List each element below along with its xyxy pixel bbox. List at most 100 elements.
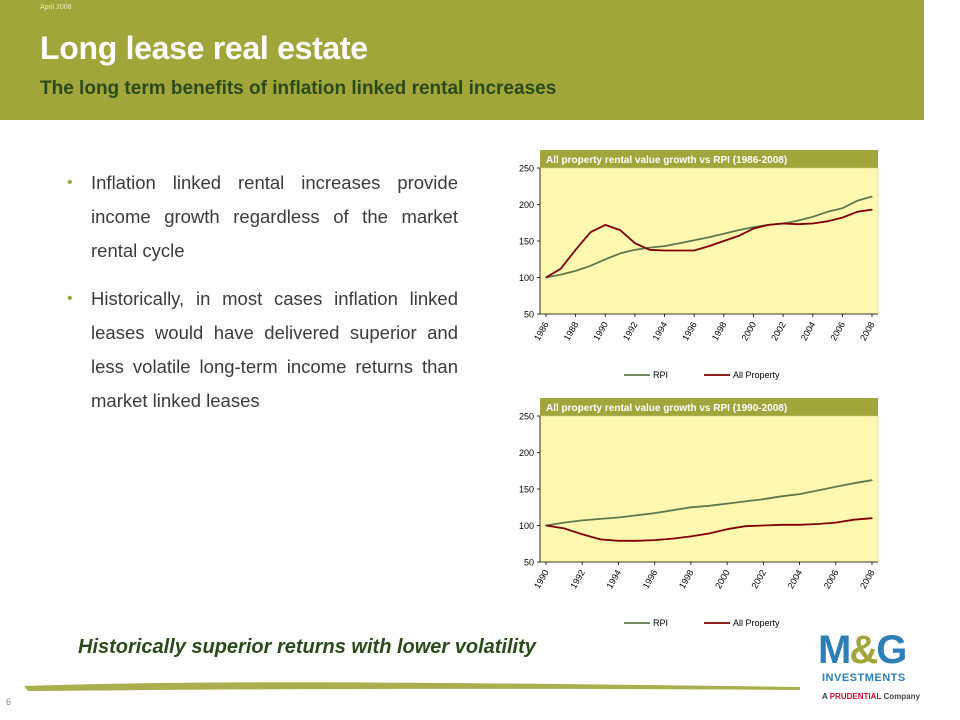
x-tick-label: 1990 bbox=[532, 568, 551, 590]
chart-title-bar bbox=[540, 398, 878, 416]
x-tick-label: 2002 bbox=[769, 320, 788, 342]
data-point bbox=[649, 249, 651, 251]
data-point bbox=[797, 219, 799, 222]
data-point bbox=[617, 540, 620, 542]
data-point bbox=[812, 222, 814, 225]
data-point bbox=[634, 242, 636, 244]
data-point bbox=[654, 539, 656, 541]
tagline: Historically superior returns with lower… bbox=[78, 636, 536, 658]
data-point bbox=[563, 527, 565, 530]
data-point bbox=[619, 252, 621, 255]
x-tick-label: 1998 bbox=[677, 568, 696, 590]
x-tick-label: 2000 bbox=[740, 320, 759, 342]
data-point bbox=[780, 495, 783, 497]
data-point bbox=[619, 229, 621, 231]
logo-investments: INVESTMENTS bbox=[822, 672, 906, 684]
logo-prudential: A PRUDENTIAL Company bbox=[822, 692, 920, 701]
data-point bbox=[678, 242, 680, 244]
data-point bbox=[635, 540, 638, 542]
bullet-text: Inflation linked rental increases provid… bbox=[91, 172, 458, 261]
data-point bbox=[817, 489, 819, 492]
page-subtitle: The long term benefits of inflation link… bbox=[40, 78, 557, 99]
data-point bbox=[575, 249, 577, 251]
y-tick-label: 100 bbox=[519, 521, 534, 531]
data-point bbox=[856, 200, 858, 202]
data-point bbox=[744, 500, 746, 503]
x-tick-label: 1990 bbox=[591, 320, 610, 342]
header-band: April 2008 Long lease real estate The lo… bbox=[0, 0, 924, 120]
x-tick-label: 1988 bbox=[562, 320, 581, 342]
bullet-item: • Inflation linked rental increases prov… bbox=[66, 166, 458, 268]
x-tick-label: 1992 bbox=[568, 568, 587, 590]
y-tick-label: 250 bbox=[519, 412, 534, 422]
data-point bbox=[563, 521, 565, 524]
data-point bbox=[634, 249, 636, 251]
data-point bbox=[738, 229, 740, 231]
x-tick-label: 1986 bbox=[532, 320, 551, 342]
y-tick-label: 200 bbox=[519, 448, 534, 458]
data-point bbox=[812, 216, 814, 218]
data-point bbox=[672, 509, 674, 511]
chart-svg: All property rental value growth vs RPI … bbox=[519, 398, 879, 628]
data-point bbox=[589, 265, 592, 267]
data-point bbox=[782, 222, 784, 225]
data-point bbox=[560, 268, 562, 270]
chart-title: All property rental value growth vs RPI … bbox=[546, 155, 787, 166]
page-title: Long lease real estate bbox=[40, 30, 368, 66]
data-point bbox=[560, 273, 562, 276]
data-point bbox=[575, 270, 577, 272]
data-point bbox=[581, 519, 583, 521]
data-point bbox=[797, 223, 799, 225]
x-tick-label: 1994 bbox=[605, 568, 624, 590]
data-point bbox=[617, 516, 620, 519]
data-point bbox=[693, 239, 695, 241]
mg-investments-logo: M&G INVESTMENTS A PRUDENTIAL Company bbox=[818, 628, 928, 708]
data-point bbox=[708, 532, 710, 535]
chart-rental-vs-rpi-1990: All property rental value growth vs RPI … bbox=[492, 394, 888, 634]
data-point bbox=[708, 236, 710, 238]
data-point bbox=[693, 249, 695, 252]
data-point bbox=[599, 538, 601, 540]
data-point bbox=[581, 533, 583, 535]
data-point bbox=[654, 512, 656, 514]
plot-area bbox=[539, 167, 879, 315]
data-point bbox=[841, 217, 843, 219]
data-point bbox=[708, 245, 710, 247]
y-tick-label: 50 bbox=[524, 310, 534, 320]
data-point bbox=[723, 240, 725, 242]
data-point bbox=[871, 209, 873, 211]
data-point bbox=[678, 249, 680, 252]
data-point bbox=[726, 503, 728, 505]
data-point bbox=[798, 524, 801, 526]
x-tick-label: 1992 bbox=[621, 320, 640, 342]
data-point bbox=[604, 258, 606, 260]
data-point bbox=[752, 226, 755, 228]
chart-title: All property rental value growth vs RPI … bbox=[546, 403, 787, 414]
data-point bbox=[853, 519, 855, 521]
data-point bbox=[649, 246, 651, 249]
data-point bbox=[599, 518, 601, 520]
x-tick-label: 2006 bbox=[828, 320, 847, 342]
chart-title-bar bbox=[540, 150, 878, 168]
data-point bbox=[672, 538, 674, 540]
data-point bbox=[545, 276, 547, 279]
legend-label: All Property bbox=[733, 370, 780, 380]
y-tick-label: 150 bbox=[519, 485, 534, 495]
legend-label: RPI bbox=[653, 618, 668, 628]
data-point bbox=[604, 224, 606, 226]
data-point bbox=[708, 505, 710, 507]
y-tick-label: 200 bbox=[519, 200, 534, 210]
data-point bbox=[752, 227, 755, 230]
x-tick-label: 1996 bbox=[641, 568, 660, 590]
data-point bbox=[871, 479, 873, 481]
data-point bbox=[798, 493, 801, 495]
logo-wordmark: M&G bbox=[818, 628, 907, 672]
brush-stroke-divider bbox=[24, 682, 800, 691]
x-tick-label: 1994 bbox=[651, 320, 670, 342]
data-point bbox=[856, 211, 858, 213]
data-point bbox=[589, 231, 592, 233]
date-label: April 2008 bbox=[40, 4, 72, 11]
page-number: 6 bbox=[6, 697, 12, 707]
x-tick-label: 1998 bbox=[710, 320, 729, 342]
data-point bbox=[663, 245, 666, 247]
